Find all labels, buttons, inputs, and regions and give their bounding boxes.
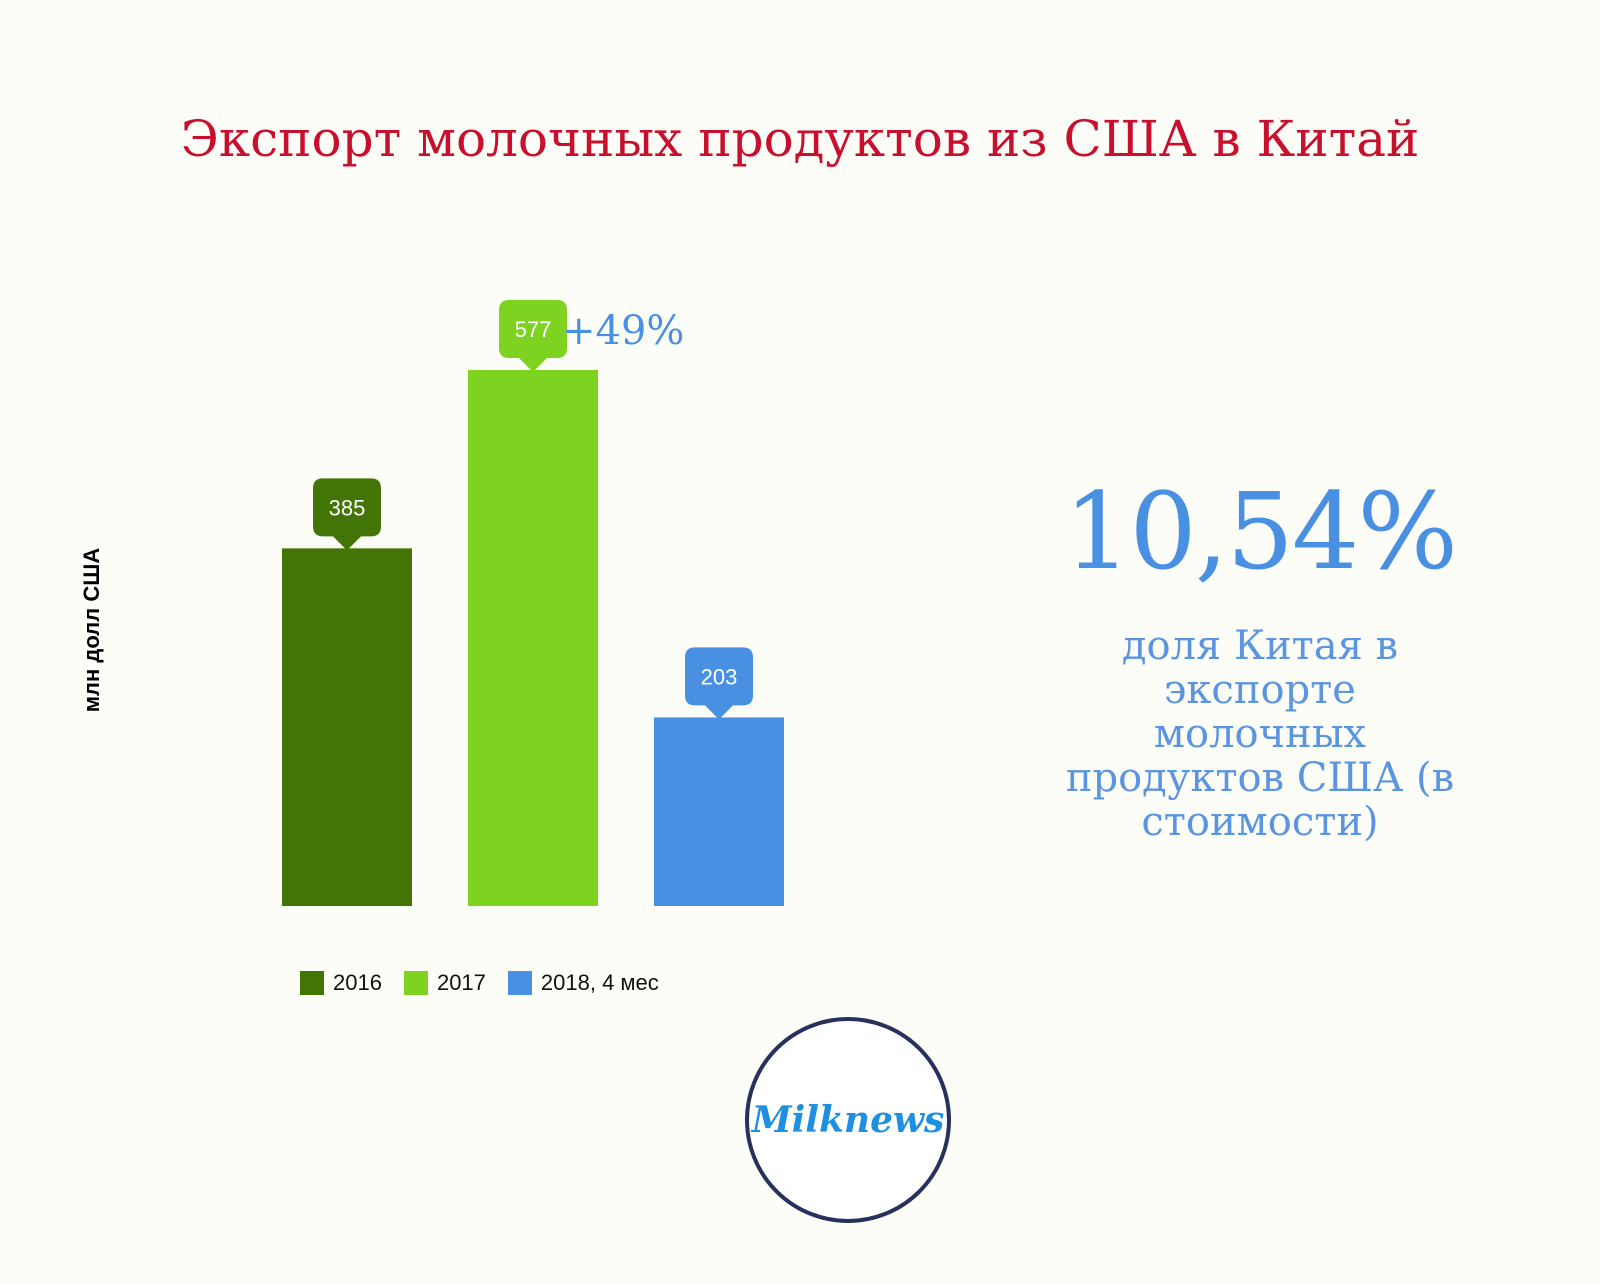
logo-text: Milknews — [751, 1099, 945, 1141]
milknews-logo: Milknews — [745, 1017, 951, 1223]
data-label-2016: 385 — [329, 495, 366, 520]
legend-label-2016: 2016 — [333, 970, 382, 995]
chart-title: Экспорт молочных продуктов из США в Кита… — [180, 110, 1420, 168]
data-label-2017: 577 — [515, 317, 552, 342]
data-label-2018-4-мес: 203 — [701, 664, 738, 689]
share-caption: доля Китая в экспорте молочных продуктов… — [1065, 623, 1455, 845]
bar-2016 — [282, 548, 412, 906]
growth-annotation: +49% — [562, 308, 685, 354]
legend-label-2018: 2018, 4 мес — [540, 970, 659, 995]
bar-2017 — [468, 370, 598, 906]
legend-label-2017: 2017 — [436, 970, 486, 995]
legend-swatch-2016 — [300, 971, 324, 995]
legend-swatch-2017 — [403, 971, 428, 995]
legend-item-2017: 2017 — [403, 970, 486, 996]
bar-2018-4-мес — [654, 717, 784, 906]
legend-swatch-2018 — [507, 971, 532, 995]
legend: 2016 2017 2018, 4 мес — [300, 970, 681, 996]
data-label-bubble-2018-4-мес — [685, 647, 753, 720]
data-label-bubble-2017 — [499, 300, 567, 372]
legend-item-2018: 2018, 4 мес — [507, 970, 659, 996]
share-value: 10,54% — [1063, 470, 1458, 593]
data-label-bubble-2016 — [313, 478, 381, 551]
legend-item-2016: 2016 — [300, 970, 382, 996]
